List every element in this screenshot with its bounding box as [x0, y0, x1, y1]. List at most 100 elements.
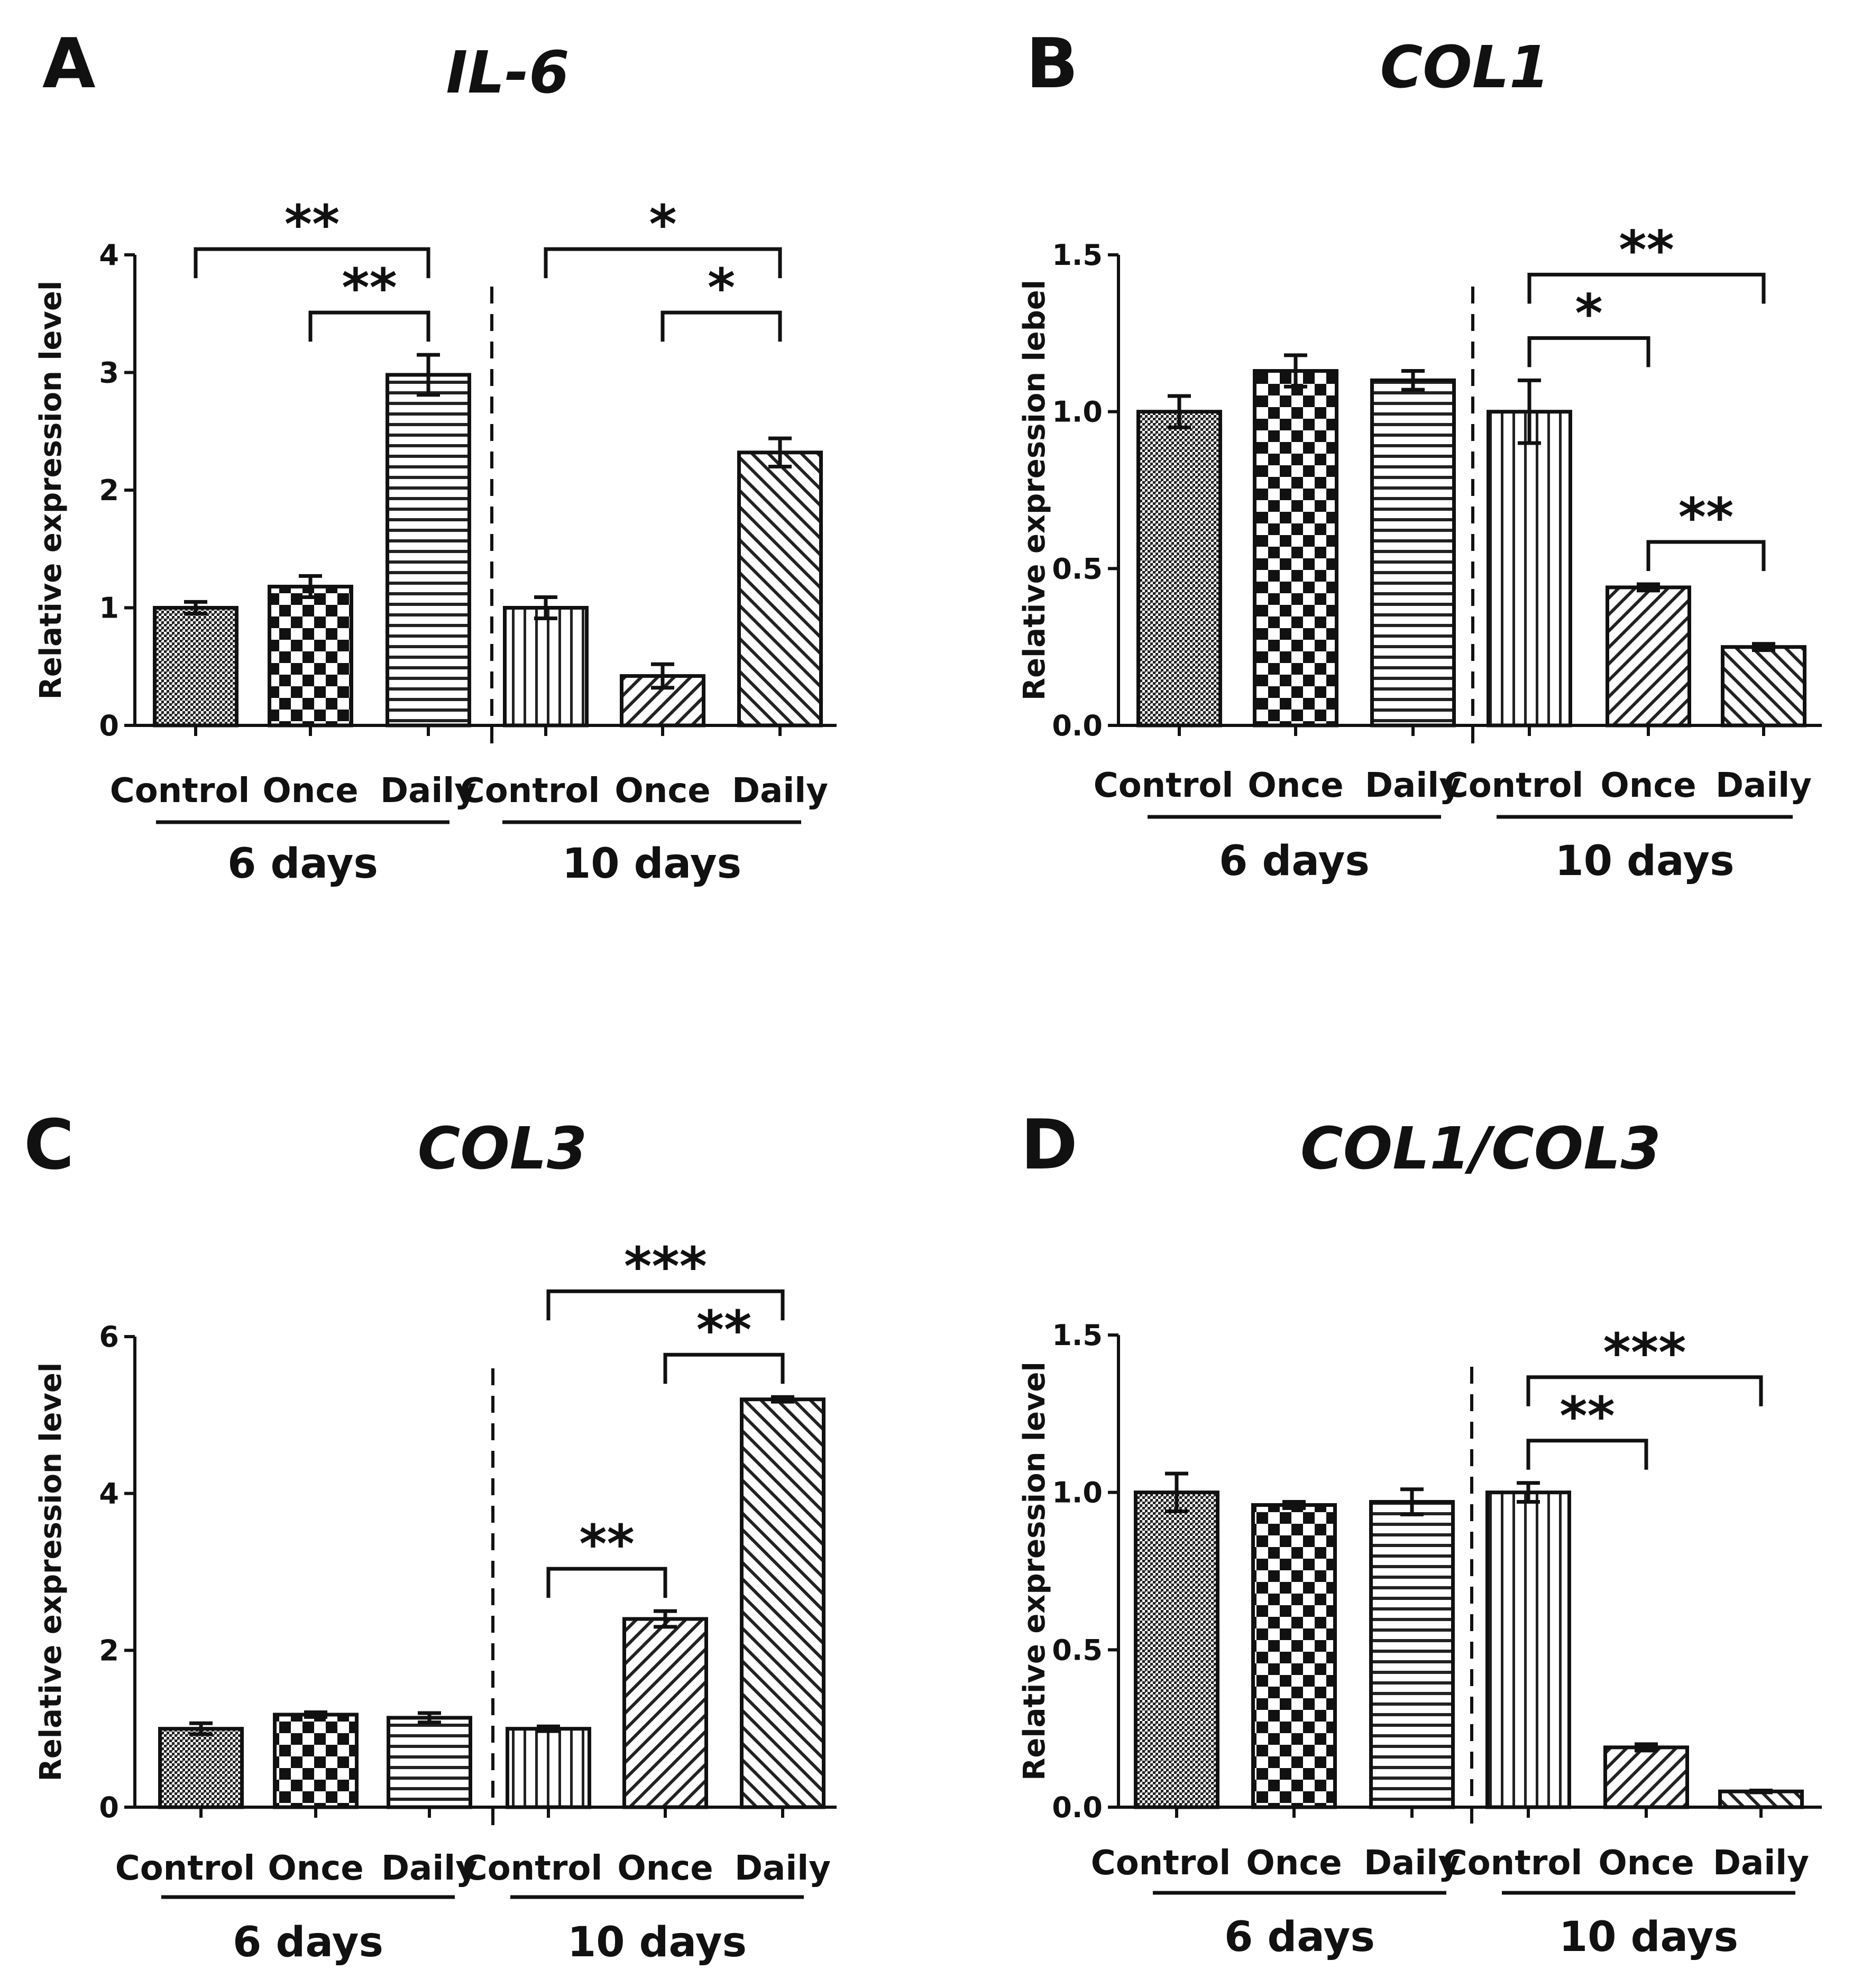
y-tick-label: 1.5 — [1052, 1319, 1103, 1352]
y-axis-label: Relative expression level — [1017, 1361, 1052, 1780]
bar — [1369, 1500, 1455, 1809]
panel-a: A IL-6 Relative expression level 0 1 2 3 4 Contr… — [34, 23, 837, 888]
y-axis-label: Relative expression lebel — [1017, 280, 1052, 701]
bar — [1370, 378, 1456, 728]
panel-title: IL-6 — [446, 39, 569, 106]
bar — [506, 1727, 591, 1809]
bracket-line — [1526, 1439, 1648, 1470]
y-tick-label: 4 — [99, 1477, 119, 1511]
y-tick-label: 1.5 — [1052, 238, 1103, 272]
bar — [158, 1727, 244, 1809]
y-tick-label: 4 — [99, 238, 119, 272]
significance-label: ** — [579, 1513, 635, 1575]
bar — [1487, 410, 1572, 728]
group-label: 10 days — [567, 1919, 747, 1966]
significance-bracket: ** — [1527, 219, 1766, 304]
x-tick-label: Daily — [381, 1849, 478, 1888]
y-tick-label: 2 — [99, 474, 119, 507]
bar — [1136, 410, 1222, 728]
x-tick-label: Once — [1600, 766, 1696, 805]
bracket-line — [1526, 1375, 1763, 1406]
x-tick-label: Daily — [1713, 1844, 1809, 1883]
x-tick-label: Daily — [735, 1849, 831, 1888]
x-tick-label: Daily — [380, 771, 476, 811]
bracket-line — [546, 1567, 667, 1598]
x-tick-label: Control — [115, 1849, 255, 1888]
significance-label: ** — [1619, 219, 1674, 281]
group-label: 6 days — [1219, 837, 1370, 885]
panel-c: C COL3 Relative expression level 0 2 4 6 Contro… — [24, 1105, 837, 1966]
significance-label: *** — [624, 1236, 707, 1297]
significance-label: ** — [285, 194, 340, 255]
bracket-line — [663, 1352, 785, 1384]
x-tick-label: Control — [463, 1849, 603, 1888]
bar — [387, 1716, 472, 1809]
significance-label: ** — [1678, 486, 1734, 548]
x-tick-label: Daily — [1716, 766, 1812, 805]
x-tick-label: Control — [460, 771, 600, 811]
y-tick-label: 0 — [99, 1791, 119, 1824]
y-axis-label: Relative expression level — [34, 1363, 68, 1781]
bar — [1606, 585, 1691, 728]
bracket-line — [194, 247, 430, 279]
bracket-line — [1527, 272, 1766, 304]
panel-title: COL1/COL3 — [1300, 1115, 1661, 1182]
x-tick-label: Daily — [732, 771, 828, 811]
x-tick-label: Control — [1091, 1844, 1231, 1883]
significance-label: ** — [696, 1299, 752, 1361]
bar — [503, 606, 589, 728]
y-tick-label: 0 — [99, 709, 119, 742]
bar — [268, 584, 353, 728]
significance-label: * — [708, 257, 735, 319]
significance-bracket: ** — [546, 1513, 667, 1598]
significance-bracket: ** — [1646, 486, 1766, 571]
significance-bracket: *** — [546, 1236, 785, 1321]
bar — [1721, 645, 1806, 728]
group-label: 10 days — [1559, 1913, 1738, 1961]
y-tick-label: 1.0 — [1052, 1476, 1103, 1510]
bracket-line — [1646, 540, 1766, 571]
x-tick-label: Control — [1094, 766, 1234, 805]
y-tick-label: 0.0 — [1052, 709, 1103, 742]
bar — [386, 373, 471, 728]
bar — [1603, 1745, 1689, 1809]
y-tick-label: 2 — [99, 1634, 119, 1667]
significance-label: ** — [1560, 1385, 1615, 1447]
y-tick-label: 1 — [99, 592, 119, 625]
group-label: 6 days — [227, 840, 378, 888]
x-tick-label: Once — [1598, 1844, 1694, 1883]
x-tick-label: Once — [1247, 766, 1343, 805]
bar — [1134, 1490, 1219, 1809]
x-tick-label: Once — [262, 771, 358, 811]
significance-bracket: *** — [1526, 1322, 1763, 1406]
y-tick-label: 0.5 — [1052, 552, 1103, 585]
bar — [1253, 369, 1338, 728]
panel-letter: A — [42, 23, 96, 104]
x-tick-label: Once — [614, 771, 710, 811]
bar — [1251, 1503, 1337, 1809]
bracket-line — [546, 1289, 785, 1321]
significance-bracket: ** — [663, 1299, 785, 1384]
group-label: 10 days — [1555, 837, 1734, 885]
panel-letter: C — [24, 1105, 74, 1185]
y-axis-label: Relative expression level — [34, 281, 68, 700]
bracket-line — [308, 310, 430, 342]
bar — [740, 1397, 825, 1809]
y-tick-label: 0.0 — [1052, 1791, 1103, 1824]
significance-label: *** — [1603, 1322, 1686, 1384]
bar — [273, 1713, 359, 1809]
significance-bracket: * — [1527, 282, 1650, 367]
group-label: 6 days — [1224, 1913, 1375, 1961]
panel-title: COL1 — [1380, 33, 1550, 101]
group-label: 10 days — [562, 840, 741, 888]
x-tick-label: Once — [268, 1849, 363, 1888]
significance-label: ** — [342, 257, 397, 319]
x-tick-label: Daily — [1364, 1844, 1460, 1883]
bar — [153, 606, 238, 728]
bracket-line — [661, 310, 782, 342]
significance-bracket: * — [661, 257, 782, 342]
significance-bracket: ** — [1526, 1385, 1648, 1470]
y-tick-label: 6 — [99, 1320, 119, 1354]
x-tick-label: Control — [1444, 766, 1584, 805]
